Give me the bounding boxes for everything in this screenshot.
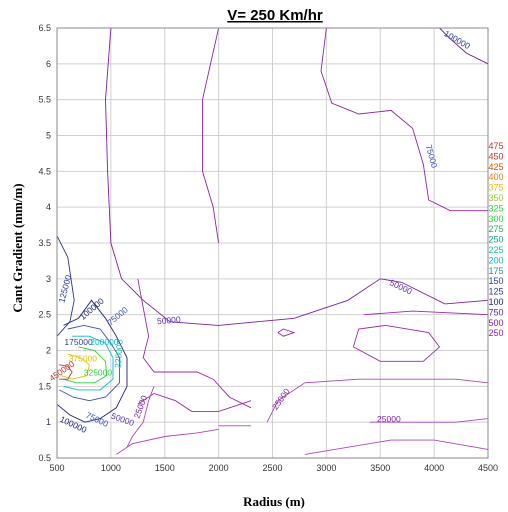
contour-label: 325000	[84, 368, 113, 378]
contour-line	[61, 353, 90, 380]
contour-line	[63, 346, 108, 384]
x-axis-label: Radius (m)	[243, 494, 305, 509]
x-tick-label: 2000	[209, 463, 229, 473]
contour-label: 50000	[388, 277, 414, 296]
contour-line	[364, 310, 489, 316]
y-axis-label: Cant Gradient (mm/m)	[10, 183, 25, 312]
contour-line	[369, 418, 489, 423]
legend-entry: 400	[488, 172, 503, 182]
y-tick-label: 3	[46, 274, 51, 284]
y-tick-label: 2.5	[38, 310, 51, 320]
x-tick-label: 500	[49, 463, 64, 473]
contour-line	[56, 299, 128, 423]
y-tick-label: 5.5	[38, 95, 51, 105]
contour-line	[202, 27, 220, 244]
y-tick-label: 5	[46, 131, 51, 141]
plot-area	[56, 27, 489, 459]
legend-entry: 750	[488, 307, 503, 317]
contour-line	[320, 27, 488, 212]
contour-label: 100000	[442, 28, 472, 51]
legend-entry: 150	[488, 276, 503, 286]
y-tick-label: 4	[46, 202, 51, 212]
contour-label: 25000	[377, 414, 401, 424]
contour-label: 75000	[105, 304, 130, 327]
contour-line	[63, 335, 114, 391]
contour-label: 25000	[132, 394, 150, 420]
contour-line	[266, 378, 489, 423]
x-tick-label: 4500	[478, 463, 498, 473]
contour-line	[137, 278, 252, 409]
contour-label: 375000	[69, 353, 98, 363]
contour-label: 100000	[78, 296, 106, 322]
contour-label: 200000	[90, 337, 119, 347]
x-tick-label: 2500	[262, 463, 282, 473]
y-axis-ticks: 0.5 1 1.5 2 2.5 3 3.5 4 4.5 5 5.5 6 6.5	[38, 23, 51, 463]
y-tick-label: 3.5	[38, 238, 51, 248]
x-tick-label: 1000	[101, 463, 121, 473]
contour-label: 225000	[112, 339, 124, 368]
y-tick-label: 6.5	[38, 23, 51, 33]
legend-entry: 500	[488, 318, 503, 328]
legend-entry: 450	[488, 151, 503, 161]
legend-entry: 350	[488, 193, 503, 203]
legend-entry: 100	[488, 297, 503, 307]
chart-title: V= 250 Km/hr	[227, 7, 323, 24]
legend-entry: 425	[488, 162, 503, 172]
y-tick-label: 2	[46, 346, 51, 356]
grid	[56, 27, 489, 459]
x-tick-label: 3500	[370, 463, 390, 473]
y-tick-label: 1.5	[38, 381, 51, 391]
contour-line	[56, 235, 75, 337]
contour-line	[439, 27, 489, 65]
contour-label: 175000	[64, 337, 93, 347]
y-tick-label: 6	[46, 59, 51, 69]
contour-line	[58, 324, 120, 402]
contour-line	[126, 386, 155, 448]
legend-entry: 475	[488, 141, 503, 151]
legend-entry: 250	[488, 235, 503, 245]
contour-label: 50000	[157, 314, 182, 326]
contour-line	[59, 364, 73, 380]
contour-label: 25000	[270, 386, 292, 411]
legend-entry: 325	[488, 203, 503, 213]
x-tick-label: 3000	[316, 463, 336, 473]
legend-entry: 300	[488, 214, 503, 224]
contour-line	[116, 428, 219, 455]
contour-line	[277, 328, 296, 337]
x-tick-label: 4000	[424, 463, 444, 473]
legend-entry: 200	[488, 255, 503, 265]
contour-line	[105, 27, 489, 326]
legend-entry: 125	[488, 287, 503, 297]
y-tick-label: 1	[46, 417, 51, 427]
legend-entry: 175	[488, 266, 503, 276]
contour-label: 125000	[56, 274, 73, 304]
legend-entry: 225	[488, 245, 503, 255]
legend-entry: 250	[488, 328, 503, 338]
contour-line	[352, 324, 441, 362]
legend-entry: 375	[488, 183, 503, 193]
x-axis-ticks: 500 1000 1500 2000 2500 3000 3500 4000 4500	[49, 463, 498, 473]
legend-entry: 275	[488, 224, 503, 234]
y-tick-label: 0.5	[38, 453, 51, 463]
x-tick-label: 1500	[155, 463, 175, 473]
contour-line	[304, 439, 489, 455]
legend: 4754504254003753503253002752502252001751…	[488, 141, 503, 338]
contour-line	[137, 393, 252, 412]
y-tick-label: 4.5	[38, 166, 51, 176]
contour-lines	[56, 27, 489, 455]
contour-label: 75000	[424, 144, 440, 170]
